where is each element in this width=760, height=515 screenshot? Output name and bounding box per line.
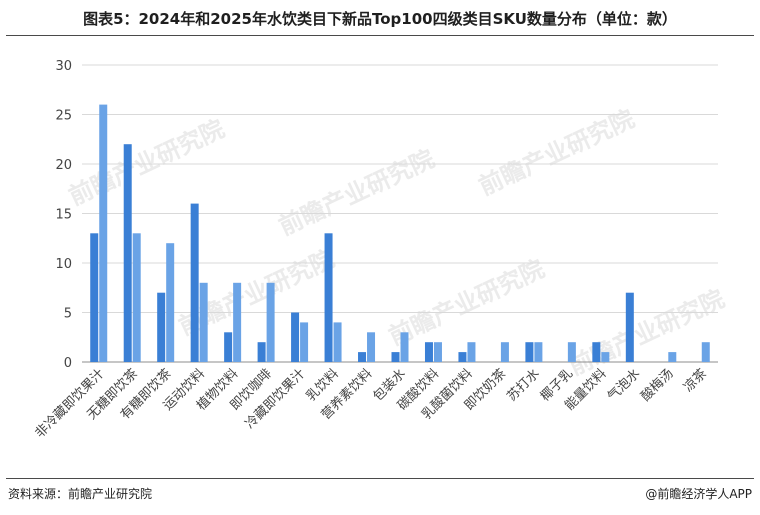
bar (166, 243, 175, 362)
watermark: 前瞻产业研究院 (385, 255, 549, 351)
title-divider (6, 35, 754, 36)
bar (324, 233, 333, 362)
watermark: 前瞻产业研究院 (565, 285, 729, 381)
bar (668, 352, 677, 362)
bar (199, 282, 208, 362)
y-tick-label: 0 (64, 356, 72, 371)
x-tick-label: 凉茶 (680, 366, 710, 396)
bar (367, 332, 376, 362)
bar (467, 342, 476, 362)
bar (99, 104, 108, 362)
bar (190, 203, 199, 362)
bar (123, 144, 132, 362)
y-tick-label: 25 (55, 109, 72, 124)
x-tick-label: 酸梅汤 (638, 366, 676, 404)
y-tick-label: 30 (55, 59, 72, 74)
bar (233, 282, 242, 362)
bar (424, 342, 433, 362)
watermark: 前瞻产业研究院 (475, 105, 639, 201)
y-tick-label: 10 (55, 257, 72, 272)
source-note: 资料来源：前瞻产业研究院 (8, 487, 153, 501)
bar (257, 342, 266, 362)
bar (500, 342, 509, 362)
bar (534, 342, 543, 362)
bar (567, 342, 576, 362)
bar (525, 342, 534, 362)
watermark: 前瞻产业研究院 (65, 115, 229, 211)
bar (333, 322, 342, 362)
bar (458, 352, 467, 362)
bar (132, 233, 141, 362)
watermark: 前瞻产业研究院 (175, 245, 339, 341)
bar (701, 342, 710, 362)
bar (625, 292, 634, 362)
x-tick-label: 气泡水 (604, 366, 643, 405)
bar (224, 332, 233, 362)
bar (291, 312, 300, 362)
y-tick-label: 20 (55, 158, 72, 173)
chart-area: 前瞻产业研究院 前瞻产业研究院 前瞻产业研究院 前瞻产业研究院 前瞻产业研究院 前瞻产业研… (0, 40, 760, 475)
bar (433, 342, 442, 362)
x-tick-label: 苏打水 (504, 366, 543, 405)
bar (358, 352, 367, 362)
y-tick-label: 15 (55, 208, 72, 223)
bar (601, 352, 610, 362)
bar (90, 233, 99, 362)
bar (592, 342, 601, 362)
y-tick-label: 5 (64, 307, 72, 322)
bar (391, 352, 400, 362)
bar (157, 292, 166, 362)
footer-divider (6, 478, 754, 479)
credit-note: @前瞻经济学人APP (645, 487, 752, 501)
bar (266, 282, 275, 362)
watermark: 前瞻产业研究院 (275, 145, 439, 241)
bar (300, 322, 309, 362)
bar (400, 332, 409, 362)
chart-title: 图表5：2024年和2025年水饮类目下新品Top100四级类目SKU数量分布（… (83, 10, 677, 28)
